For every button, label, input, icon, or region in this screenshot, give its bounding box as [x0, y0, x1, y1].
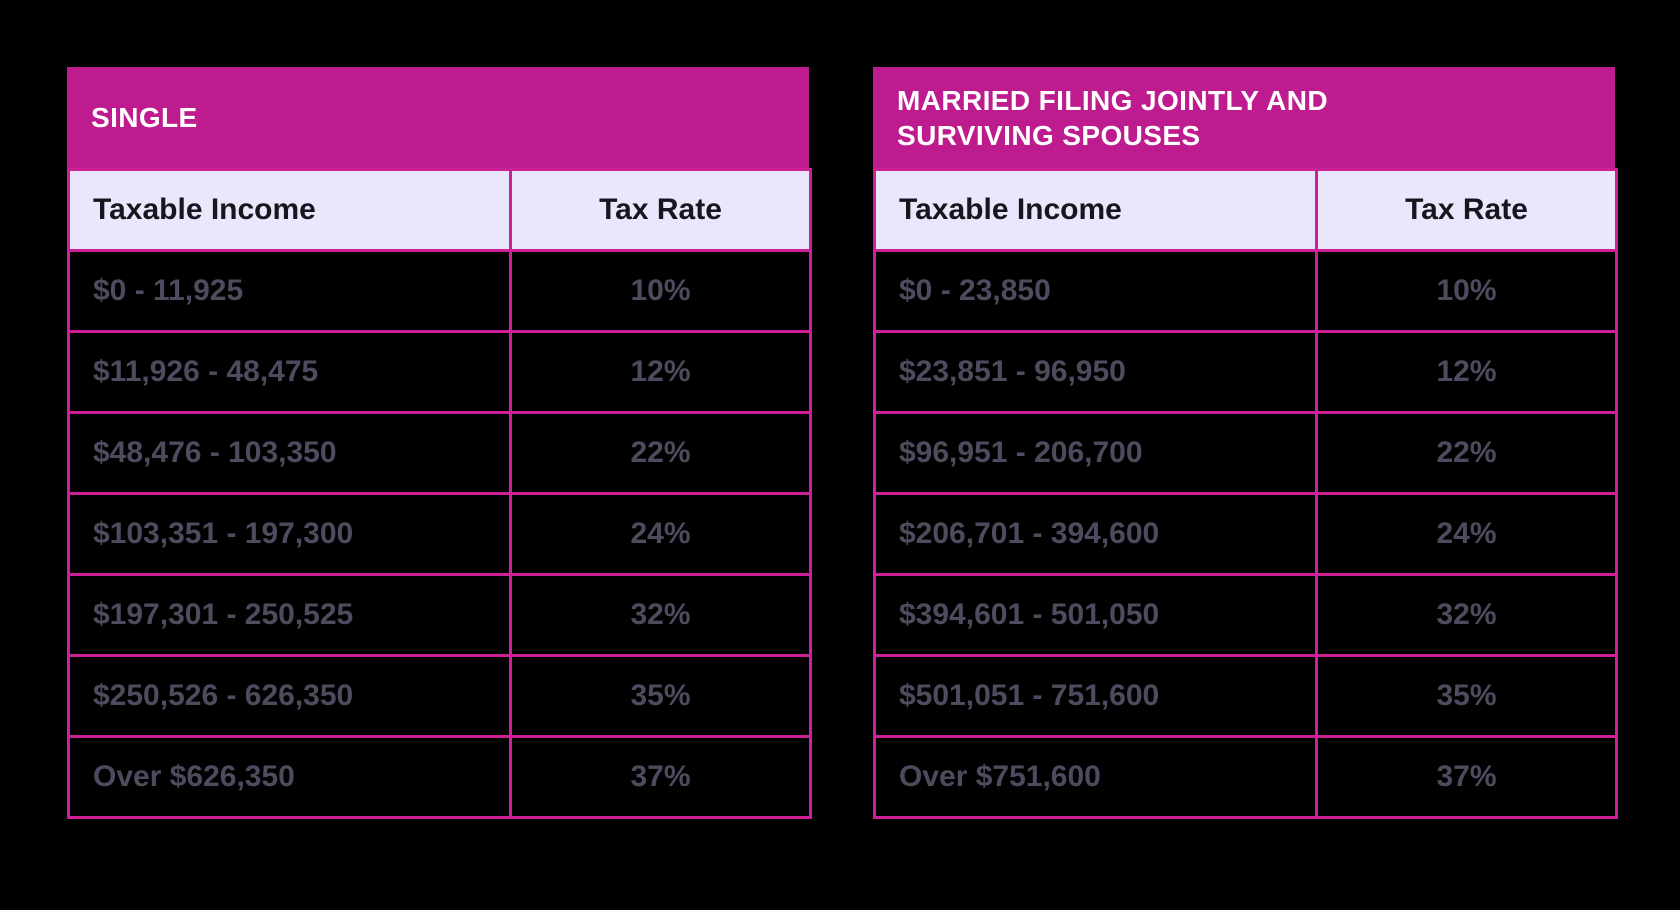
- bracket-row: Over $751,600 37%: [873, 735, 1618, 819]
- bracket-row: $197,301 - 250,525 32%: [67, 573, 812, 657]
- tax-rate-cell: 24%: [509, 492, 812, 576]
- bracket-row: $0 - 11,925 10%: [67, 249, 812, 333]
- bracket-row: $11,926 - 48,475 12%: [67, 330, 812, 414]
- tax-rate-cell: 22%: [509, 411, 812, 495]
- tax-rate-column-header: Tax Rate: [1315, 168, 1618, 252]
- bracket-row: Over $626,350 37%: [67, 735, 812, 819]
- bracket-row: $501,051 - 751,600 35%: [873, 654, 1618, 738]
- married-brackets-table: Taxable Income Tax Rate $0 - 23,850 10% $2…: [873, 168, 1618, 819]
- taxable-income-cell: $48,476 - 103,350: [67, 411, 512, 495]
- tax-rate-cell: 37%: [1315, 735, 1618, 819]
- married-table-title-band: MARRIED FILING JOINTLY AND SURVIVING SPO…: [873, 67, 1615, 168]
- single-table-title-band: SINGLE: [67, 67, 809, 168]
- taxable-income-cell: $250,526 - 626,350: [67, 654, 512, 738]
- taxable-income-cell: Over $626,350: [67, 735, 512, 819]
- tax-rate-column-header: Tax Rate: [509, 168, 812, 252]
- tax-rate-cell: 12%: [509, 330, 812, 414]
- taxable-income-cell: $23,851 - 96,950: [873, 330, 1318, 414]
- taxable-income-cell: $206,701 - 394,600: [873, 492, 1318, 576]
- bracket-row: $48,476 - 103,350 22%: [67, 411, 812, 495]
- tax-rate-cell: 35%: [1315, 654, 1618, 738]
- tax-rate-cell: 22%: [1315, 411, 1618, 495]
- bracket-row: $0 - 23,850 10%: [873, 249, 1618, 333]
- taxable-income-column-header: Taxable Income: [873, 168, 1318, 252]
- tax-rate-cell: 10%: [1315, 249, 1618, 333]
- tax-rate-cell: 37%: [509, 735, 812, 819]
- tax-rate-cell: 10%: [509, 249, 812, 333]
- tax-rate-cell: 35%: [509, 654, 812, 738]
- bracket-row: $96,951 - 206,700 22%: [873, 411, 1618, 495]
- bracket-row: $103,351 - 197,300 24%: [67, 492, 812, 576]
- married-filing-jointly-tax-table: MARRIED FILING JOINTLY AND SURVIVING SPO…: [873, 67, 1618, 819]
- taxable-income-column-header: Taxable Income: [67, 168, 512, 252]
- tax-rate-cell: 12%: [1315, 330, 1618, 414]
- taxable-income-cell: $197,301 - 250,525: [67, 573, 512, 657]
- taxable-income-cell: $103,351 - 197,300: [67, 492, 512, 576]
- bracket-row: $23,851 - 96,950 12%: [873, 330, 1618, 414]
- bracket-row: $394,601 - 501,050 32%: [873, 573, 1618, 657]
- tax-rate-cell: 24%: [1315, 492, 1618, 576]
- single-brackets-table: Taxable Income Tax Rate $0 - 11,925 10% $1…: [67, 168, 812, 819]
- tax-rate-cell: 32%: [509, 573, 812, 657]
- single-table-title: SINGLE: [91, 102, 198, 133]
- tax-rate-cell: 32%: [1315, 573, 1618, 657]
- taxable-income-cell: $394,601 - 501,050: [873, 573, 1318, 657]
- taxable-income-cell: $501,051 - 751,600: [873, 654, 1318, 738]
- column-header-row: Taxable Income Tax Rate: [873, 168, 1618, 252]
- taxable-income-cell: Over $751,600: [873, 735, 1318, 819]
- column-header-row: Taxable Income Tax Rate: [67, 168, 812, 252]
- bracket-row: $206,701 - 394,600 24%: [873, 492, 1618, 576]
- taxable-income-cell: $11,926 - 48,475: [67, 330, 512, 414]
- taxable-income-cell: $96,951 - 206,700: [873, 411, 1318, 495]
- bracket-row: $250,526 - 626,350 35%: [67, 654, 812, 738]
- single-tax-table: SINGLE Taxable Income Tax Rate $0 - 11,9…: [67, 67, 812, 819]
- taxable-income-cell: $0 - 11,925: [67, 249, 512, 333]
- taxable-income-cell: $0 - 23,850: [873, 249, 1318, 333]
- married-table-title: MARRIED FILING JOINTLY AND SURVIVING SPO…: [897, 84, 1328, 151]
